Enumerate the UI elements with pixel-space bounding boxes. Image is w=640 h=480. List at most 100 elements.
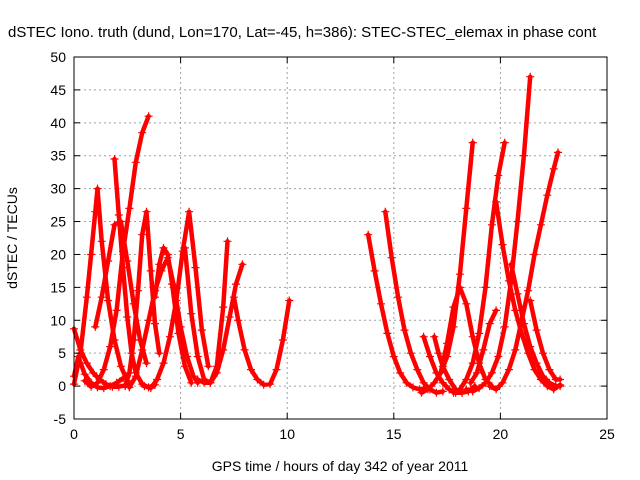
data-point-marker <box>381 207 390 216</box>
data-point-marker <box>413 365 422 374</box>
data-point-marker <box>519 319 528 328</box>
data-point-marker <box>238 260 247 269</box>
y-tick-label: 40 <box>50 115 66 131</box>
data-point-marker <box>153 375 162 384</box>
data-point-marker <box>492 385 501 394</box>
y-tick-label: 50 <box>50 49 66 65</box>
data-point-marker <box>229 293 238 302</box>
arc-trace <box>487 150 561 392</box>
x-tick-label: 20 <box>493 426 509 442</box>
data-point-marker <box>455 283 464 292</box>
data-point-marker <box>494 352 503 361</box>
data-point-marker <box>151 293 159 302</box>
data-point-marker <box>402 378 411 387</box>
arc-trace <box>231 294 292 388</box>
data-point-marker <box>74 352 83 361</box>
data-point-marker <box>530 250 539 259</box>
data-point-marker <box>434 349 443 358</box>
data-point-marker <box>223 237 232 246</box>
data-point-marker <box>472 368 481 377</box>
data-point-marker <box>219 303 228 312</box>
data-point-marker <box>445 375 454 384</box>
data-point-marker <box>212 368 221 377</box>
arc-trace <box>127 255 200 390</box>
data-point-marker <box>180 362 189 371</box>
data-point-marker <box>225 313 234 321</box>
y-tick-label: 30 <box>50 181 66 197</box>
data-point-marker <box>532 326 541 335</box>
data-point-marker <box>387 253 396 262</box>
data-series-arc <box>507 260 565 391</box>
data-point-marker <box>104 257 113 265</box>
data-point-marker <box>104 296 113 305</box>
data-point-marker <box>91 322 100 331</box>
data-point-marker <box>498 378 507 387</box>
data-point-marker <box>462 204 471 213</box>
y-tick-label: 25 <box>50 214 66 230</box>
data-point-marker <box>112 306 121 315</box>
y-tick-label: 5 <box>58 345 66 361</box>
arc-trace <box>383 209 446 395</box>
data-point-marker <box>526 72 535 81</box>
data-point-marker <box>155 349 164 358</box>
data-point-marker <box>193 375 202 384</box>
data-point-marker <box>536 220 545 229</box>
data-point-marker <box>419 332 428 341</box>
data-point-marker <box>526 296 535 305</box>
data-point-marker <box>89 368 98 377</box>
data-point-marker <box>174 329 183 338</box>
data-point-marker <box>498 240 507 249</box>
data-point-marker <box>140 382 149 391</box>
data-point-marker <box>449 303 458 312</box>
data-point-marker <box>377 299 385 308</box>
data-point-marker <box>554 148 562 157</box>
data-point-marker <box>123 313 132 321</box>
x-tick-label: 0 <box>70 426 78 442</box>
data-point-marker <box>436 368 445 377</box>
grid <box>74 57 607 419</box>
data-point-marker <box>432 388 441 397</box>
data-point-marker <box>106 342 115 351</box>
data-point-marker <box>163 250 172 259</box>
data-point-marker <box>99 384 108 393</box>
data-point-marker <box>93 378 102 387</box>
data-point-marker <box>430 332 439 341</box>
data-point-marker <box>492 306 501 315</box>
data-point-marker <box>468 138 477 147</box>
data-point-marker <box>443 339 452 348</box>
data-point-marker <box>125 383 134 392</box>
data-point-marker <box>426 352 434 361</box>
data-series-arc <box>462 72 535 396</box>
data-point-marker <box>430 378 439 387</box>
data-point-marker <box>138 230 147 239</box>
data-point-marker <box>232 280 240 289</box>
data-series-arc <box>151 243 196 387</box>
data-point-marker <box>168 280 177 289</box>
data-point-marker <box>500 138 509 147</box>
data-point-marker <box>475 329 484 338</box>
data-point-marker <box>500 322 509 331</box>
data-point-marker <box>438 378 447 387</box>
data-point-marker <box>197 326 206 335</box>
data-point-marker <box>545 378 554 387</box>
data-series-arc <box>466 306 501 387</box>
data-point-marker <box>468 359 477 368</box>
data-point-marker <box>423 385 432 394</box>
y-tick-label: 15 <box>50 279 66 295</box>
data-point-marker <box>462 299 471 308</box>
plot-frame <box>73 56 608 420</box>
data-point-marker <box>532 359 541 368</box>
data-point-marker <box>146 384 155 393</box>
data-series-arc <box>449 138 509 397</box>
x-tick-label: 15 <box>386 426 402 442</box>
data-point-marker <box>504 365 513 374</box>
data-point-marker <box>543 191 552 200</box>
data-point-marker <box>82 359 91 368</box>
data-series-arc <box>417 138 477 397</box>
data-point-marker <box>549 164 558 173</box>
data-point-marker <box>438 387 447 396</box>
data-point-marker <box>125 204 134 213</box>
data-point-marker <box>519 151 528 160</box>
y-tick-label: 20 <box>50 246 66 262</box>
